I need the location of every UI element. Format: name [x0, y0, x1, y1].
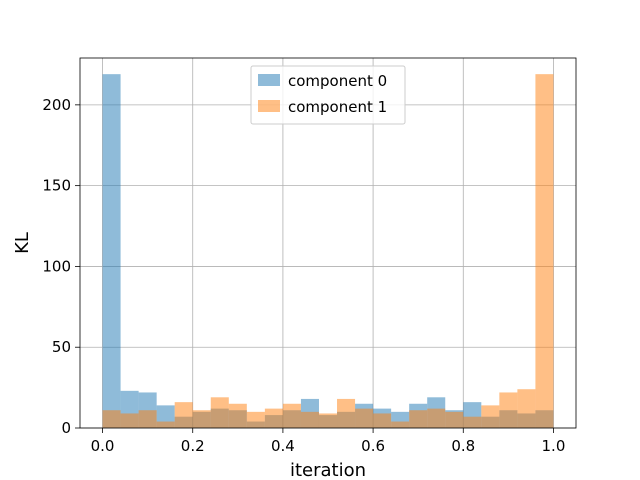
bar-component-1 — [445, 411, 464, 428]
bar-component-1 — [138, 410, 157, 428]
bar-component-1 — [210, 397, 229, 428]
legend: component 0 component 1 — [250, 65, 406, 125]
x-tick-label: 0.0 — [91, 437, 115, 455]
legend-swatch-component-0 — [258, 74, 280, 86]
x-tick-label: 0.6 — [361, 437, 385, 455]
bar-component-1 — [517, 389, 536, 428]
bar-component-0 — [102, 74, 121, 429]
legend-label-component-1: component 1 — [288, 98, 387, 116]
bar-component-1 — [373, 413, 392, 428]
y-tick-label: 100 — [42, 257, 71, 275]
y-tick-label: 150 — [42, 177, 71, 195]
bar-component-1 — [246, 411, 265, 428]
bar-component-1 — [264, 408, 283, 428]
bar-component-1 — [156, 421, 175, 428]
bar-component-1 — [192, 410, 211, 428]
bar-component-1 — [337, 398, 356, 428]
y-axis-ticks: 0 50 100 150 200 — [42, 96, 80, 437]
y-tick-label: 200 — [42, 96, 71, 114]
plot-frame — [79, 57, 577, 429]
x-tick-label: 0.4 — [271, 437, 295, 455]
bar-component-1 — [427, 408, 446, 428]
bar-component-1 — [409, 410, 428, 428]
bar-component-1 — [318, 413, 338, 428]
legend-box — [250, 65, 406, 125]
y-tick-label: 0 — [61, 419, 71, 437]
x-tick-label: 1.0 — [542, 437, 566, 455]
bar-component-1 — [355, 408, 374, 428]
bar-component-1 — [282, 403, 301, 428]
legend-label-component-0: component 0 — [288, 72, 387, 90]
bar-component-1 — [102, 410, 121, 428]
series-component-1-bars — [102, 74, 554, 429]
bar-component-1 — [463, 416, 482, 428]
bar-component-1 — [228, 403, 247, 428]
legend-swatch-component-1 — [258, 100, 280, 112]
y-axis-label: KL — [12, 232, 33, 254]
x-axis-label: iteration — [290, 460, 366, 480]
bar-component-1 — [481, 405, 500, 428]
bar-component-1 — [120, 413, 139, 428]
x-tick-label: 0.2 — [181, 437, 205, 455]
bar-component-1 — [391, 421, 410, 428]
bar-component-1 — [499, 392, 518, 428]
bar-component-1 — [174, 402, 193, 428]
x-axis-ticks: 0.0 0.2 0.4 0.6 0.8 1.0 — [91, 428, 566, 455]
x-tick-label: 0.8 — [451, 437, 475, 455]
y-tick-label: 50 — [52, 338, 71, 356]
bar-component-1 — [535, 74, 554, 429]
bar-component-1 — [300, 411, 319, 428]
